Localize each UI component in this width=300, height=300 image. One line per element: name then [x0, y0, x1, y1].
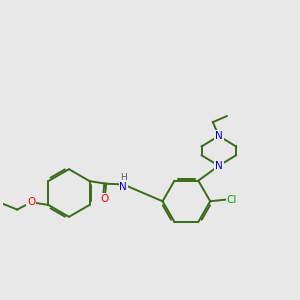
- Text: O: O: [27, 197, 35, 207]
- Text: H
N: H N: [120, 172, 127, 194]
- Text: N: N: [119, 182, 127, 192]
- Text: N: N: [215, 161, 223, 171]
- Text: Cl: Cl: [227, 195, 237, 205]
- Text: O: O: [100, 194, 109, 204]
- Text: N: N: [215, 131, 223, 141]
- Text: H: H: [120, 172, 127, 182]
